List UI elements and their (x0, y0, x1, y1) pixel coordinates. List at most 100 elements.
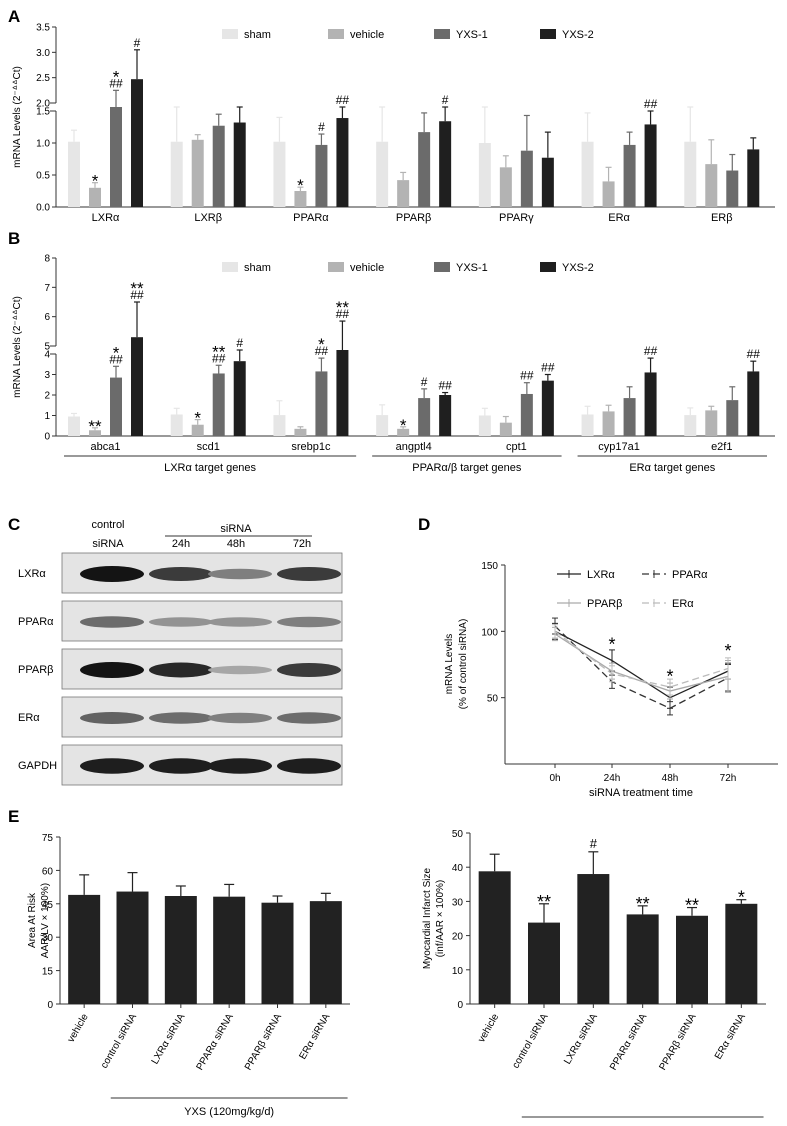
bar-yxs-1 (315, 144, 328, 207)
y-axis-label: (inf/AAR × 100%) (435, 880, 446, 958)
bar-yxs-1 (418, 132, 431, 207)
bar-sham (478, 415, 491, 436)
bar-sham (478, 143, 491, 207)
x-tick-label: vehicle (476, 1012, 501, 1045)
blot-header-control: siRNA (92, 538, 124, 550)
blot-row-label: PPARβ (18, 664, 53, 676)
y-tick-label: 0 (44, 432, 50, 443)
blot-band (80, 616, 144, 628)
bar-yxs-1 (110, 377, 122, 436)
significance-mark: * (608, 635, 615, 655)
blot-band (80, 758, 144, 774)
bar-vehicle (397, 180, 410, 207)
bar-vehicle (191, 424, 204, 436)
y-axis-label: mRNA Levels (2⁻ᐞᐞCt) (12, 296, 23, 398)
y-tick-label: 4 (44, 350, 50, 361)
x-tick-label: LXRα siRNA (150, 1012, 188, 1067)
bar-sham (68, 416, 80, 436)
bar-yxs-2 (644, 372, 657, 436)
bar-yxs-2 (439, 395, 452, 436)
blot-band (208, 568, 272, 580)
x-tick-label: LXRα (92, 212, 120, 224)
legend-label: PPARβ (587, 598, 622, 610)
series-line-1 (554, 625, 729, 710)
legend-label: ERα (672, 598, 694, 610)
blot-header-control: control (91, 519, 124, 531)
significance-mark: ** (537, 892, 551, 912)
bar-yxs-2 (131, 337, 143, 436)
y-tick-label: 7 (44, 283, 50, 294)
x-tick-label: PPARα (293, 212, 329, 224)
blot-band (149, 662, 213, 678)
bar-sham (68, 141, 80, 207)
x-tick-label: 0h (549, 773, 560, 784)
y-tick-label: 6 (44, 312, 50, 323)
legend-label: sham (244, 262, 271, 274)
panel-label-e: E (8, 807, 19, 826)
x-tick-label: ERα siRNA (713, 1012, 748, 1062)
significance-mark: * (194, 409, 201, 428)
y-tick-label: 50 (452, 829, 464, 840)
bar-yxs-1 (315, 371, 328, 436)
y-tick-label: 0.0 (36, 203, 50, 214)
y-tick-label: 0.5 (36, 171, 50, 182)
x-tick-label: ERα (608, 212, 630, 224)
x-tick-label: LXRα siRNA (562, 1012, 600, 1067)
significance-mark: ** (212, 342, 226, 361)
bar-vehicle (89, 430, 101, 436)
bar (213, 896, 246, 1004)
significance-mark: ## (315, 344, 329, 358)
legend-label: sham (244, 29, 271, 41)
bar-sham (376, 415, 389, 436)
bar-vehicle (602, 181, 615, 207)
chart-b: 0 1 2 3 45 6 7 8 mRNA Levels (2⁻ᐞᐞCt) abca1 scd1 sr… (12, 254, 775, 474)
y-tick-label: 150 (481, 561, 498, 572)
blot-band (208, 617, 272, 627)
blot-row-label: ERα (18, 712, 40, 724)
significance-mark: * (738, 888, 745, 908)
significance-mark: ## (747, 347, 761, 361)
bar-yxs-1 (520, 150, 533, 207)
significance-mark: # (236, 336, 243, 350)
x-tick-label: PPARα siRNA (608, 1012, 649, 1073)
y-tick-label: 2.0 (36, 99, 50, 110)
x-tick-label: e2f1 (711, 441, 732, 453)
x-tick-label: 24h (604, 773, 621, 784)
legend-label: PPARα (672, 569, 708, 581)
group-label: YXS (120mg/kg/d) (184, 1106, 274, 1118)
bar-sham (376, 141, 389, 207)
significance-mark: ** (685, 896, 699, 916)
significance-mark: ## (212, 351, 226, 365)
x-tick-label: cpt1 (506, 441, 527, 453)
y-axis-label: Area At Risk (27, 892, 38, 948)
y-tick-label: 100 (481, 627, 498, 638)
panel-label-c: C (8, 515, 20, 534)
bar-vehicle (705, 410, 718, 436)
x-tick-label: control siRNA (511, 1012, 551, 1071)
bar-sham (581, 141, 594, 207)
x-tick-label: vehicle (66, 1012, 91, 1045)
bar (478, 871, 511, 1004)
blot-band (277, 663, 341, 677)
significance-mark: ## (336, 93, 350, 107)
legend-swatch (328, 29, 344, 39)
bar-yxs-1 (726, 400, 739, 436)
blot-band (80, 566, 144, 582)
y-tick-label: 0 (47, 1000, 53, 1011)
bar-sham (170, 141, 183, 207)
significance-mark: # (421, 375, 428, 389)
x-tick-label: srebp1c (291, 441, 331, 453)
legend-swatch (540, 29, 556, 39)
bar-yxs-1 (623, 144, 636, 207)
blot-band (277, 616, 341, 628)
panel-label-b: B (8, 229, 20, 248)
legend-swatch (222, 29, 238, 39)
western-blot-c: control siRNA siRNA 24h 48h 72h LXRα PPARα PPARβ… (18, 519, 343, 786)
legend-label: YXS-2 (562, 262, 594, 274)
y-tick-label: 30 (42, 933, 54, 944)
significance-mark: # (134, 36, 141, 50)
significance-mark: ## (520, 369, 534, 383)
y-tick-label: 3.0 (36, 48, 50, 59)
x-tick-label: LXRβ (194, 212, 222, 224)
